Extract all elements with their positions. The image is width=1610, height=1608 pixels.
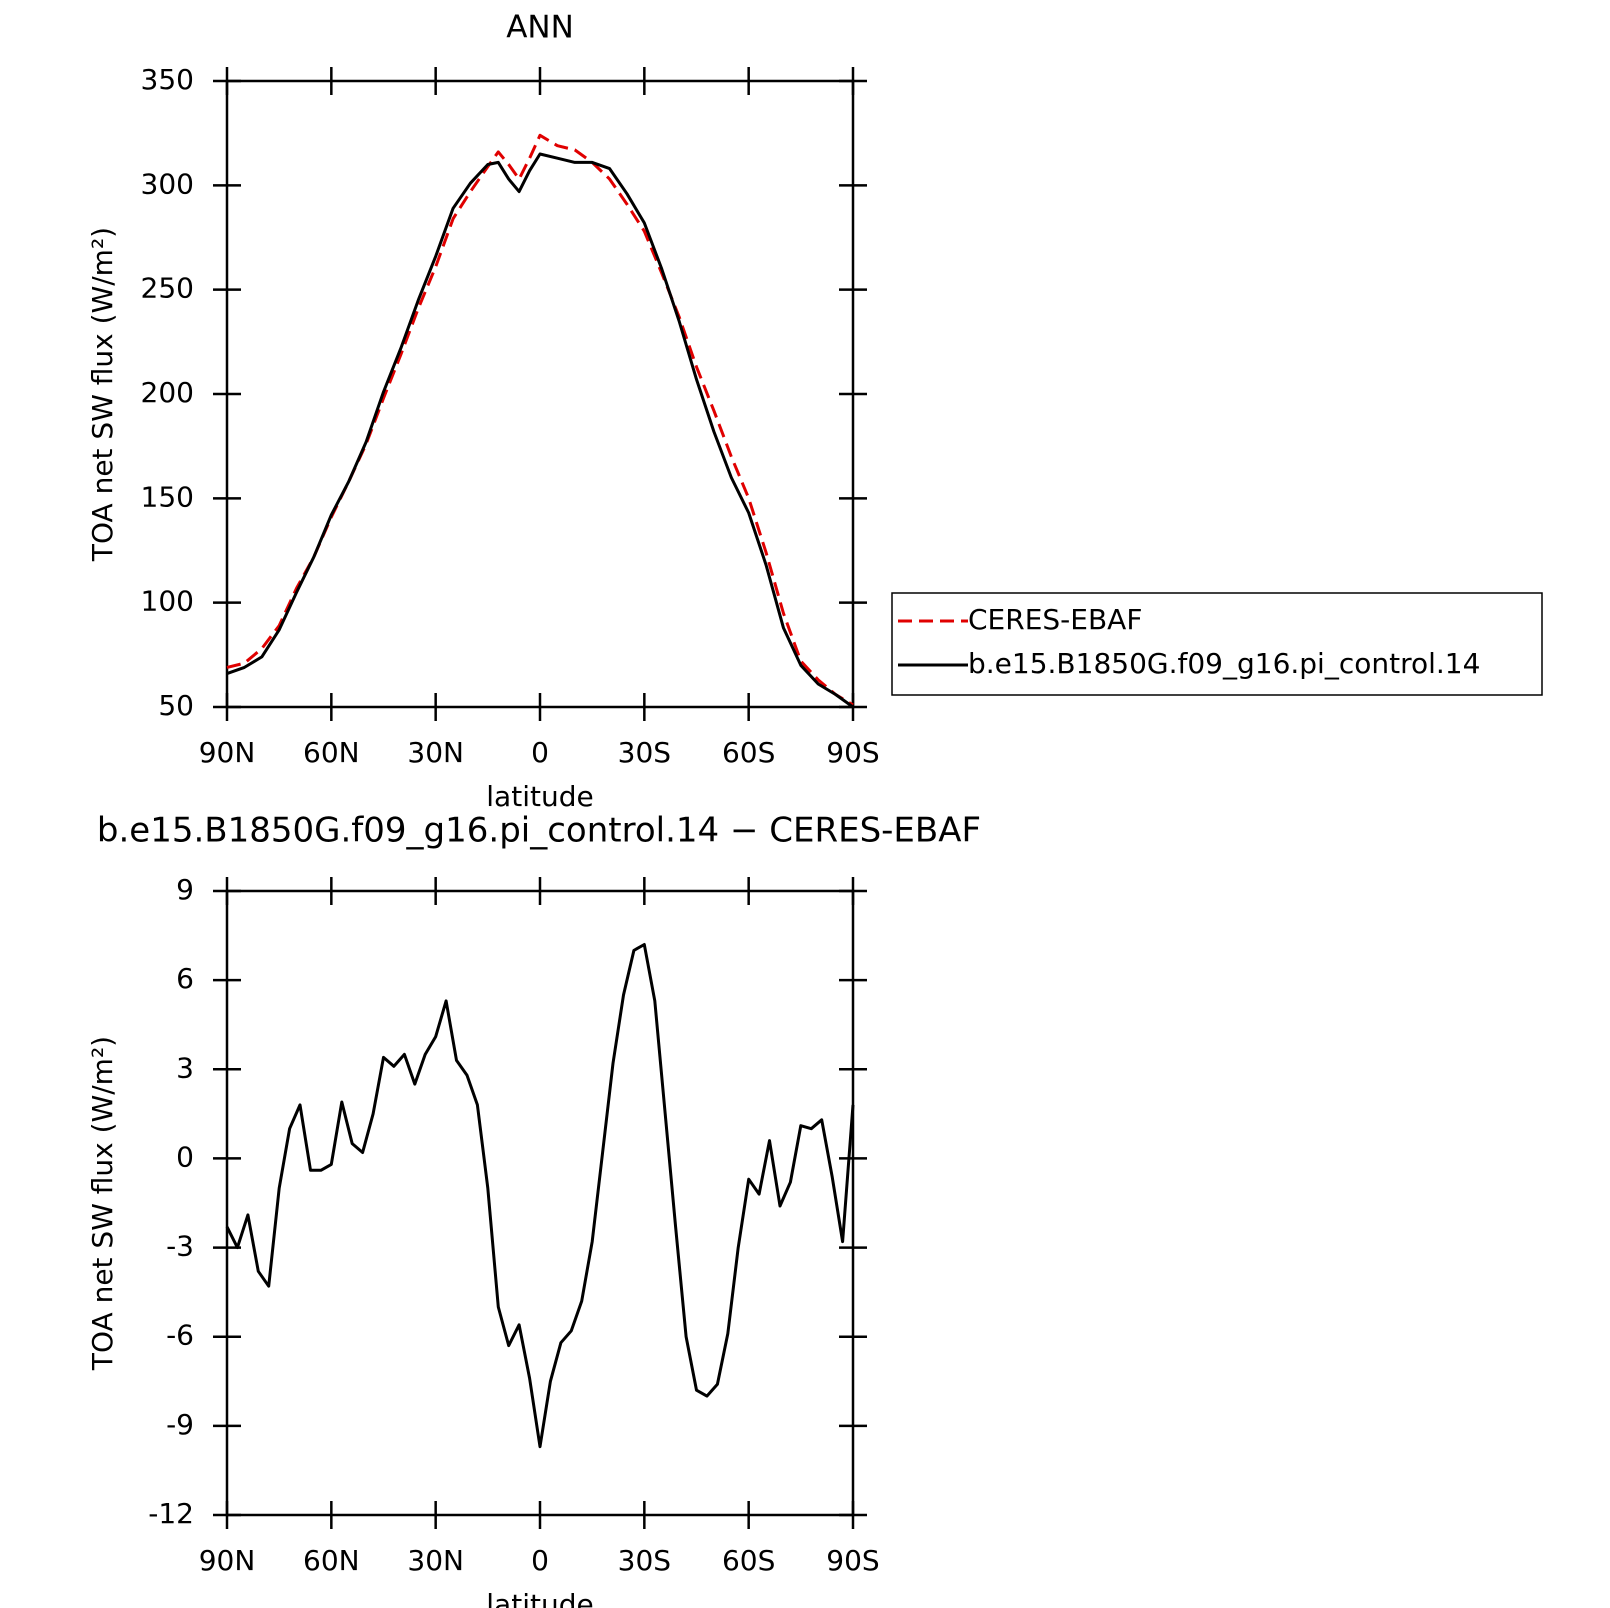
y-tick-label: -9: [166, 1408, 194, 1441]
y-axis-label: TOA net SW flux (W/m²): [86, 1036, 119, 1371]
x-tick-label: 30N: [407, 736, 464, 769]
legend-label: CERES-EBAF: [968, 603, 1142, 636]
plot-frame: [225, 79, 855, 709]
x-tick-label: 60N: [303, 736, 360, 769]
y-tick-label: 9: [176, 873, 194, 906]
y-tick-label: -3: [166, 1230, 194, 1263]
legend-box: [891, 592, 1543, 696]
y-tick-label: -6: [166, 1319, 194, 1352]
plot-frame: [225, 889, 855, 1517]
x-axis-label: latitude: [486, 1588, 593, 1608]
y-tick-label: 3: [176, 1051, 194, 1084]
y-tick-label: 300: [141, 167, 194, 200]
x-tick-label: 0: [531, 1544, 549, 1577]
x-tick-label: 30S: [618, 1544, 671, 1577]
x-tick-label: 90N: [199, 1544, 256, 1577]
x-tick-label: 30N: [407, 1544, 464, 1577]
x-tick-label: 90S: [826, 736, 879, 769]
x-tick-label: 90N: [199, 736, 256, 769]
x-tick-label: 0: [531, 736, 549, 769]
y-tick-label: 50: [158, 689, 194, 722]
y-tick-label: 100: [141, 585, 194, 618]
y-axis-label: TOA net SW flux (W/m²): [86, 227, 119, 562]
x-tick-label: 30S: [618, 736, 671, 769]
y-tick-label: 0: [176, 1140, 194, 1173]
chart-title: ANN: [506, 10, 574, 46]
y-tick-label: -12: [148, 1497, 194, 1530]
y-tick-label: 150: [141, 480, 194, 513]
series-line: [225, 943, 855, 1449]
series-line: [226, 152, 854, 709]
y-tick-label: 200: [141, 376, 194, 409]
x-axis-label: latitude: [486, 780, 593, 813]
x-tick-label: 60S: [722, 736, 775, 769]
x-tick-label: 60N: [303, 1544, 360, 1577]
x-tick-label: 60S: [722, 1544, 775, 1577]
legend-label: b.e15.B1850G.f09_g16.pi_control.14: [968, 647, 1480, 680]
series-line: [226, 133, 854, 707]
y-tick-label: 6: [176, 962, 194, 995]
y-tick-label: 250: [141, 272, 194, 305]
chart-title: b.e15.B1850G.f09_g16.pi_control.14 − CER…: [97, 811, 981, 851]
y-tick-label: 350: [141, 63, 194, 96]
x-tick-label: 90S: [826, 1544, 879, 1577]
